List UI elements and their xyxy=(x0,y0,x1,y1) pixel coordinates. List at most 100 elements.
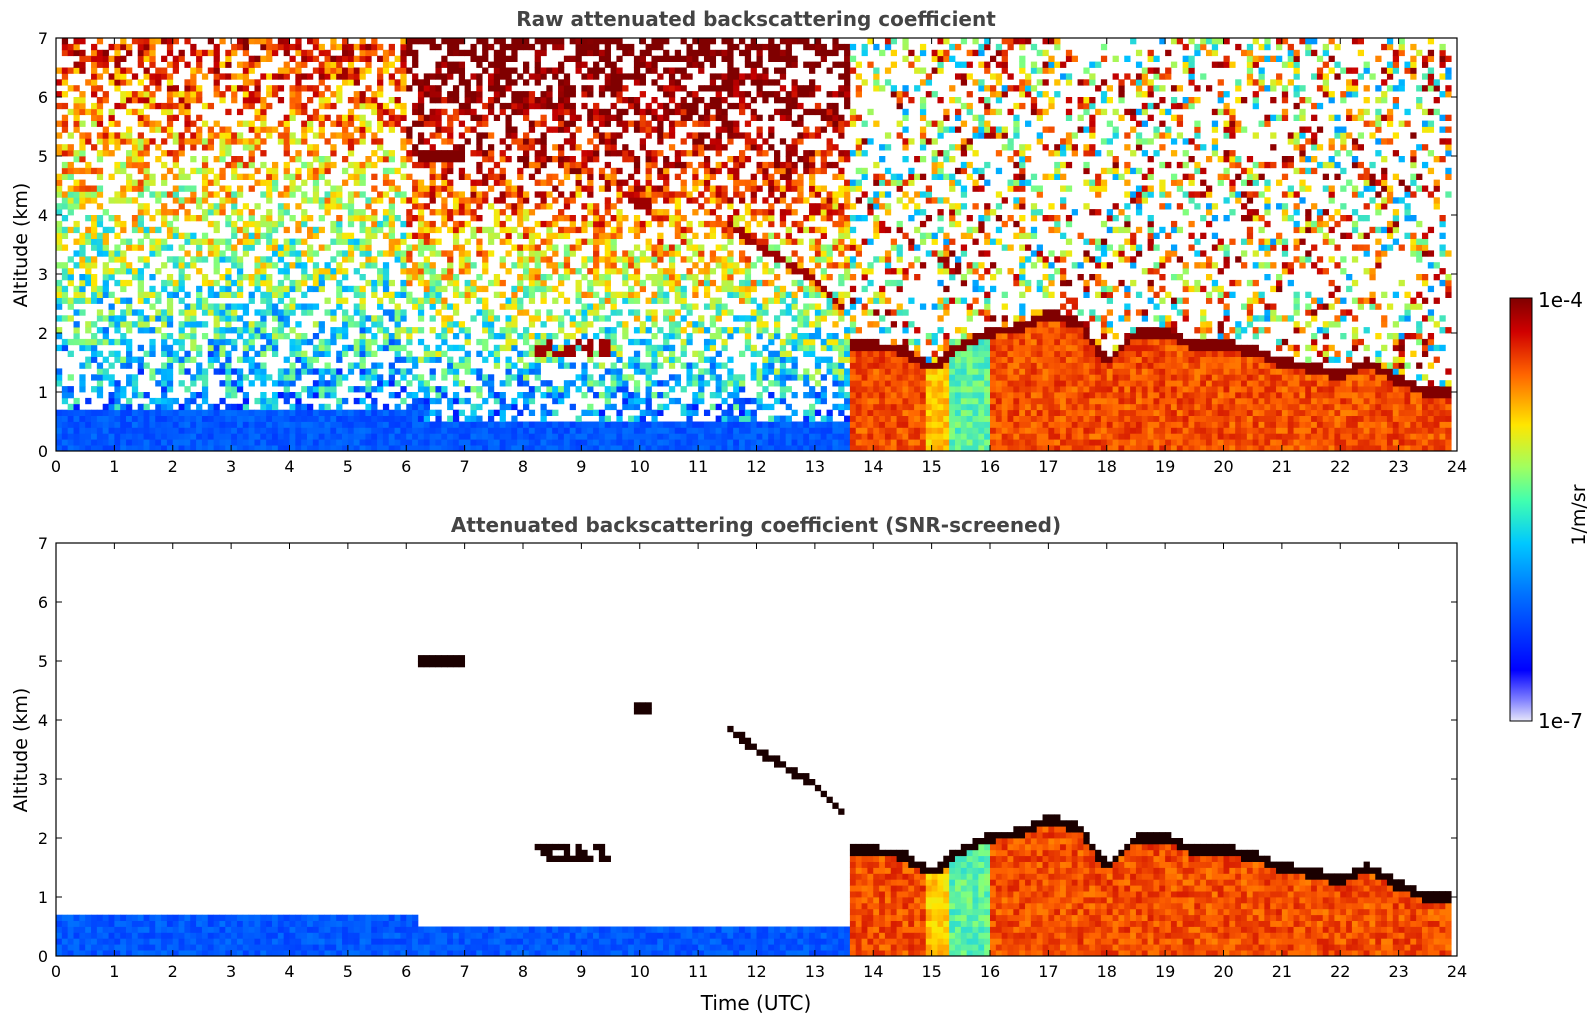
heatmap-cell xyxy=(67,197,74,204)
heatmap-cell xyxy=(441,350,448,357)
heatmap-cell xyxy=(336,97,343,104)
heatmap-cell xyxy=(447,114,454,121)
heatmap-cell xyxy=(301,138,308,145)
heatmap-cell xyxy=(126,427,133,434)
heatmap-cell xyxy=(593,209,600,216)
heatmap-cell xyxy=(190,445,197,451)
heatmap-cell xyxy=(703,327,711,334)
heatmap-cell xyxy=(703,173,711,180)
heatmap-cell xyxy=(721,232,728,239)
heatmap-cell xyxy=(680,85,687,92)
heatmap-cell xyxy=(266,344,273,352)
heatmap-cell xyxy=(686,91,693,98)
heatmap-cell xyxy=(236,185,244,192)
heatmap-cell xyxy=(137,49,144,57)
heatmap-cell xyxy=(56,244,63,251)
heatmap-cell xyxy=(552,333,559,340)
heatmap-cell xyxy=(330,368,337,375)
heatmap-cell xyxy=(108,439,115,446)
heatmap-cell xyxy=(277,203,285,210)
heatmap-cell xyxy=(359,374,366,381)
heatmap-cell xyxy=(709,421,717,428)
heatmap-cell xyxy=(616,114,623,121)
heatmap-cell xyxy=(166,191,174,198)
heatmap-cell xyxy=(528,73,536,80)
heatmap-cell xyxy=(301,415,308,422)
heatmap-cell xyxy=(131,415,139,422)
heatmap-cell xyxy=(738,256,746,263)
heatmap-cell xyxy=(172,397,179,405)
heatmap-cell xyxy=(312,43,320,51)
heatmap-cell xyxy=(178,344,185,352)
heatmap-cell xyxy=(400,439,407,446)
heatmap-cell xyxy=(487,321,495,328)
heatmap-cell xyxy=(120,220,127,228)
heatmap-cell xyxy=(382,179,390,186)
heatmap-cell xyxy=(102,67,109,74)
heatmap-cell xyxy=(289,97,296,104)
heatmap-cell xyxy=(56,120,63,127)
heatmap-cell xyxy=(587,185,594,192)
heatmap-cell xyxy=(651,274,658,281)
heatmap-cell xyxy=(190,215,197,222)
heatmap-cell xyxy=(196,126,203,133)
heatmap-cell xyxy=(336,303,343,310)
heatmap-cell xyxy=(365,250,372,257)
heatmap-cell xyxy=(359,179,366,186)
heatmap-cell xyxy=(359,315,366,322)
heatmap-cell xyxy=(143,67,150,74)
heatmap-cell xyxy=(131,73,139,80)
heatmap-cell xyxy=(307,38,314,45)
heatmap-cell xyxy=(587,344,594,352)
heatmap-cell xyxy=(108,250,115,257)
heatmap-cell xyxy=(155,421,162,428)
heatmap-cell xyxy=(295,91,302,98)
heatmap-cell xyxy=(114,392,121,399)
heatmap-cell xyxy=(616,350,623,357)
heatmap-cell xyxy=(546,445,553,451)
heatmap-cell xyxy=(523,156,530,163)
heatmap-cell xyxy=(108,338,115,346)
heatmap-cell xyxy=(727,173,734,180)
heatmap-cell xyxy=(155,380,162,387)
heatmap-cell xyxy=(493,49,501,57)
heatmap-cell xyxy=(108,150,115,157)
heatmap-cell xyxy=(161,161,168,169)
heatmap-cell xyxy=(546,156,553,163)
heatmap-cell xyxy=(336,191,343,198)
heatmap-cell xyxy=(476,226,483,234)
heatmap-cell xyxy=(633,392,641,399)
heatmap-cell xyxy=(715,91,722,98)
heatmap-cell xyxy=(108,43,115,51)
heatmap-cell xyxy=(674,108,682,116)
heatmap-cell xyxy=(213,43,220,51)
heatmap-cell xyxy=(225,415,232,422)
heatmap-cell xyxy=(56,132,63,139)
heatmap-cell xyxy=(482,43,489,51)
heatmap-cell xyxy=(91,274,98,281)
heatmap-cell xyxy=(639,368,646,375)
heatmap-cell xyxy=(161,309,168,316)
heatmap-cell xyxy=(482,226,489,234)
heatmap-cell xyxy=(499,197,506,204)
heatmap-cell xyxy=(511,185,518,192)
heatmap-cell xyxy=(750,185,757,192)
heatmap-cell xyxy=(575,386,582,393)
heatmap-cell xyxy=(540,285,547,293)
heatmap-cell xyxy=(435,427,442,434)
heatmap-cell xyxy=(610,91,617,98)
heatmap-cell xyxy=(155,427,162,434)
heatmap-cell xyxy=(476,38,483,45)
heatmap-cell xyxy=(487,279,495,287)
heatmap-cell xyxy=(359,427,366,434)
heatmap-cell xyxy=(201,303,209,310)
heatmap-cell xyxy=(102,374,109,381)
heatmap-cell xyxy=(301,250,308,257)
heatmap-cell xyxy=(581,262,588,269)
heatmap-cell xyxy=(225,161,232,169)
heatmap-cell xyxy=(365,421,372,428)
heatmap-cell xyxy=(750,73,757,80)
heatmap-cell xyxy=(686,303,693,310)
heatmap-cell xyxy=(505,427,512,434)
heatmap-cell xyxy=(353,114,360,121)
